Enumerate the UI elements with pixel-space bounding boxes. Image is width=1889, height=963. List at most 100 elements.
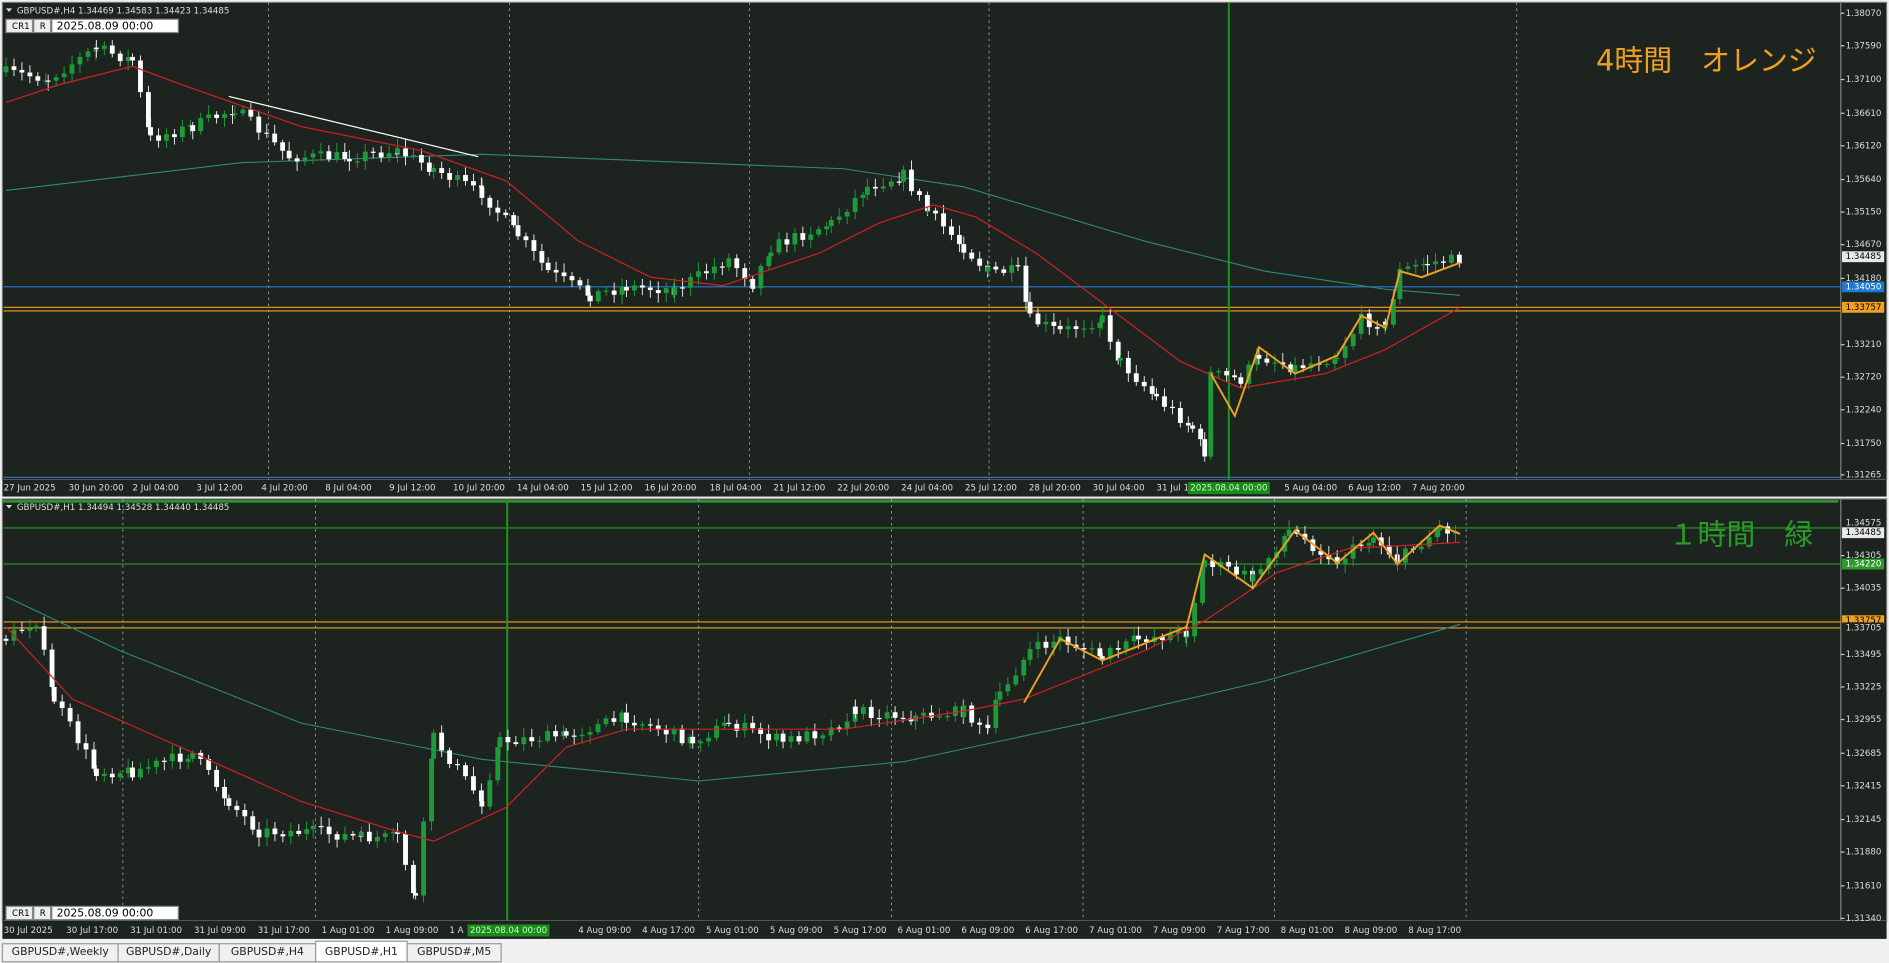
candle xyxy=(820,735,826,739)
ma-short xyxy=(5,541,1461,842)
candle xyxy=(3,638,9,641)
candle xyxy=(1144,639,1149,643)
candle xyxy=(250,816,256,830)
candle xyxy=(1190,425,1196,429)
candle xyxy=(177,753,183,762)
candle xyxy=(706,737,712,742)
candle xyxy=(77,56,83,65)
candle xyxy=(403,833,408,865)
chart-tab-label[interactable]: GBPUSD#,Daily xyxy=(126,945,212,958)
candle xyxy=(310,826,316,830)
candle xyxy=(138,60,143,93)
candle xyxy=(495,747,501,781)
candle xyxy=(719,266,725,268)
time-label: 22 Jul 20:00 xyxy=(837,484,889,494)
candle xyxy=(1015,265,1021,267)
time-label: 16 Jul 20:00 xyxy=(645,484,697,494)
candle xyxy=(1208,371,1214,457)
price-marker-label: 1.34050 xyxy=(1846,282,1882,292)
candle xyxy=(844,721,850,729)
candle xyxy=(750,722,756,729)
candle xyxy=(264,132,270,134)
candle xyxy=(587,295,593,302)
time-label: 5 Aug 01:00 xyxy=(706,926,759,936)
candle xyxy=(51,686,57,702)
candle xyxy=(19,69,25,73)
candle xyxy=(382,833,388,837)
candle xyxy=(374,836,380,842)
time-label: 7 Aug 20:00 xyxy=(1412,484,1465,494)
candle xyxy=(463,174,468,182)
candle xyxy=(1258,569,1264,575)
candle xyxy=(370,151,376,153)
candle xyxy=(304,829,310,834)
candle xyxy=(1342,346,1348,358)
candle xyxy=(390,832,396,834)
zigzag xyxy=(1023,524,1461,704)
candle xyxy=(455,764,460,766)
symbol-header: GBPUSD#,H4 1.34469 1.34583 1.34423 1.344… xyxy=(17,6,230,16)
candle xyxy=(256,116,262,133)
chart-tab-label[interactable]: GBPUSD#,H4 xyxy=(231,945,304,958)
cursor-time-box xyxy=(1187,482,1270,495)
price-marker xyxy=(1842,615,1885,627)
time-label: 14 Jul 04:00 xyxy=(517,484,569,494)
candle xyxy=(941,213,946,227)
candle xyxy=(1005,684,1011,692)
candle xyxy=(362,151,368,162)
candle xyxy=(969,705,975,723)
time-label: 4 Jul 20:00 xyxy=(261,484,307,494)
candle xyxy=(27,72,33,77)
chart-tab-label[interactable]: GBPUSD#,M5 xyxy=(417,945,491,958)
candle xyxy=(505,737,511,743)
candle xyxy=(1192,602,1198,637)
chart-tab[interactable] xyxy=(406,943,502,963)
candle xyxy=(91,749,97,769)
candle xyxy=(631,285,637,291)
candle xyxy=(1099,315,1105,323)
candle xyxy=(495,207,501,213)
candle xyxy=(280,142,286,151)
candle xyxy=(860,194,866,198)
chart-tab-label[interactable]: GBPUSD#,Weekly xyxy=(12,945,110,958)
candle xyxy=(880,186,886,189)
candle xyxy=(1198,428,1204,440)
candle xyxy=(742,268,748,279)
candle xyxy=(161,760,167,762)
price-label: 1.34180 xyxy=(1846,274,1882,284)
candle xyxy=(1449,254,1454,263)
candle xyxy=(1115,648,1121,650)
price-marker-label: 1.34485 xyxy=(1846,252,1882,262)
chart-tab-label[interactable]: GBPUSD#,H1 xyxy=(325,945,398,958)
candle xyxy=(824,226,830,230)
candle xyxy=(59,701,65,709)
candle xyxy=(172,134,177,138)
timeframe-note: 4時間 オレンジ xyxy=(1596,44,1817,78)
candle xyxy=(687,736,693,744)
candle xyxy=(595,291,601,302)
candle xyxy=(1437,526,1443,531)
candle xyxy=(1256,354,1262,359)
cr-box xyxy=(5,18,34,34)
candle xyxy=(553,269,559,273)
candle xyxy=(1051,641,1057,648)
price-label: 1.31750 xyxy=(1846,439,1882,449)
candle xyxy=(156,135,161,141)
price-label: 1.32415 xyxy=(1846,781,1882,791)
candle xyxy=(1234,566,1239,575)
candle xyxy=(611,290,617,295)
candle xyxy=(359,831,364,837)
candle xyxy=(892,712,898,718)
time-label: 21 Jul 12:00 xyxy=(773,484,825,494)
candle xyxy=(146,92,151,128)
candle xyxy=(704,271,709,274)
candle xyxy=(750,278,756,288)
candle xyxy=(985,724,991,729)
candle xyxy=(1123,641,1129,650)
candle xyxy=(639,724,645,726)
candle xyxy=(431,732,437,759)
candle xyxy=(961,244,967,253)
candle xyxy=(67,708,73,722)
price-label: 1.35640 xyxy=(1846,175,1882,185)
